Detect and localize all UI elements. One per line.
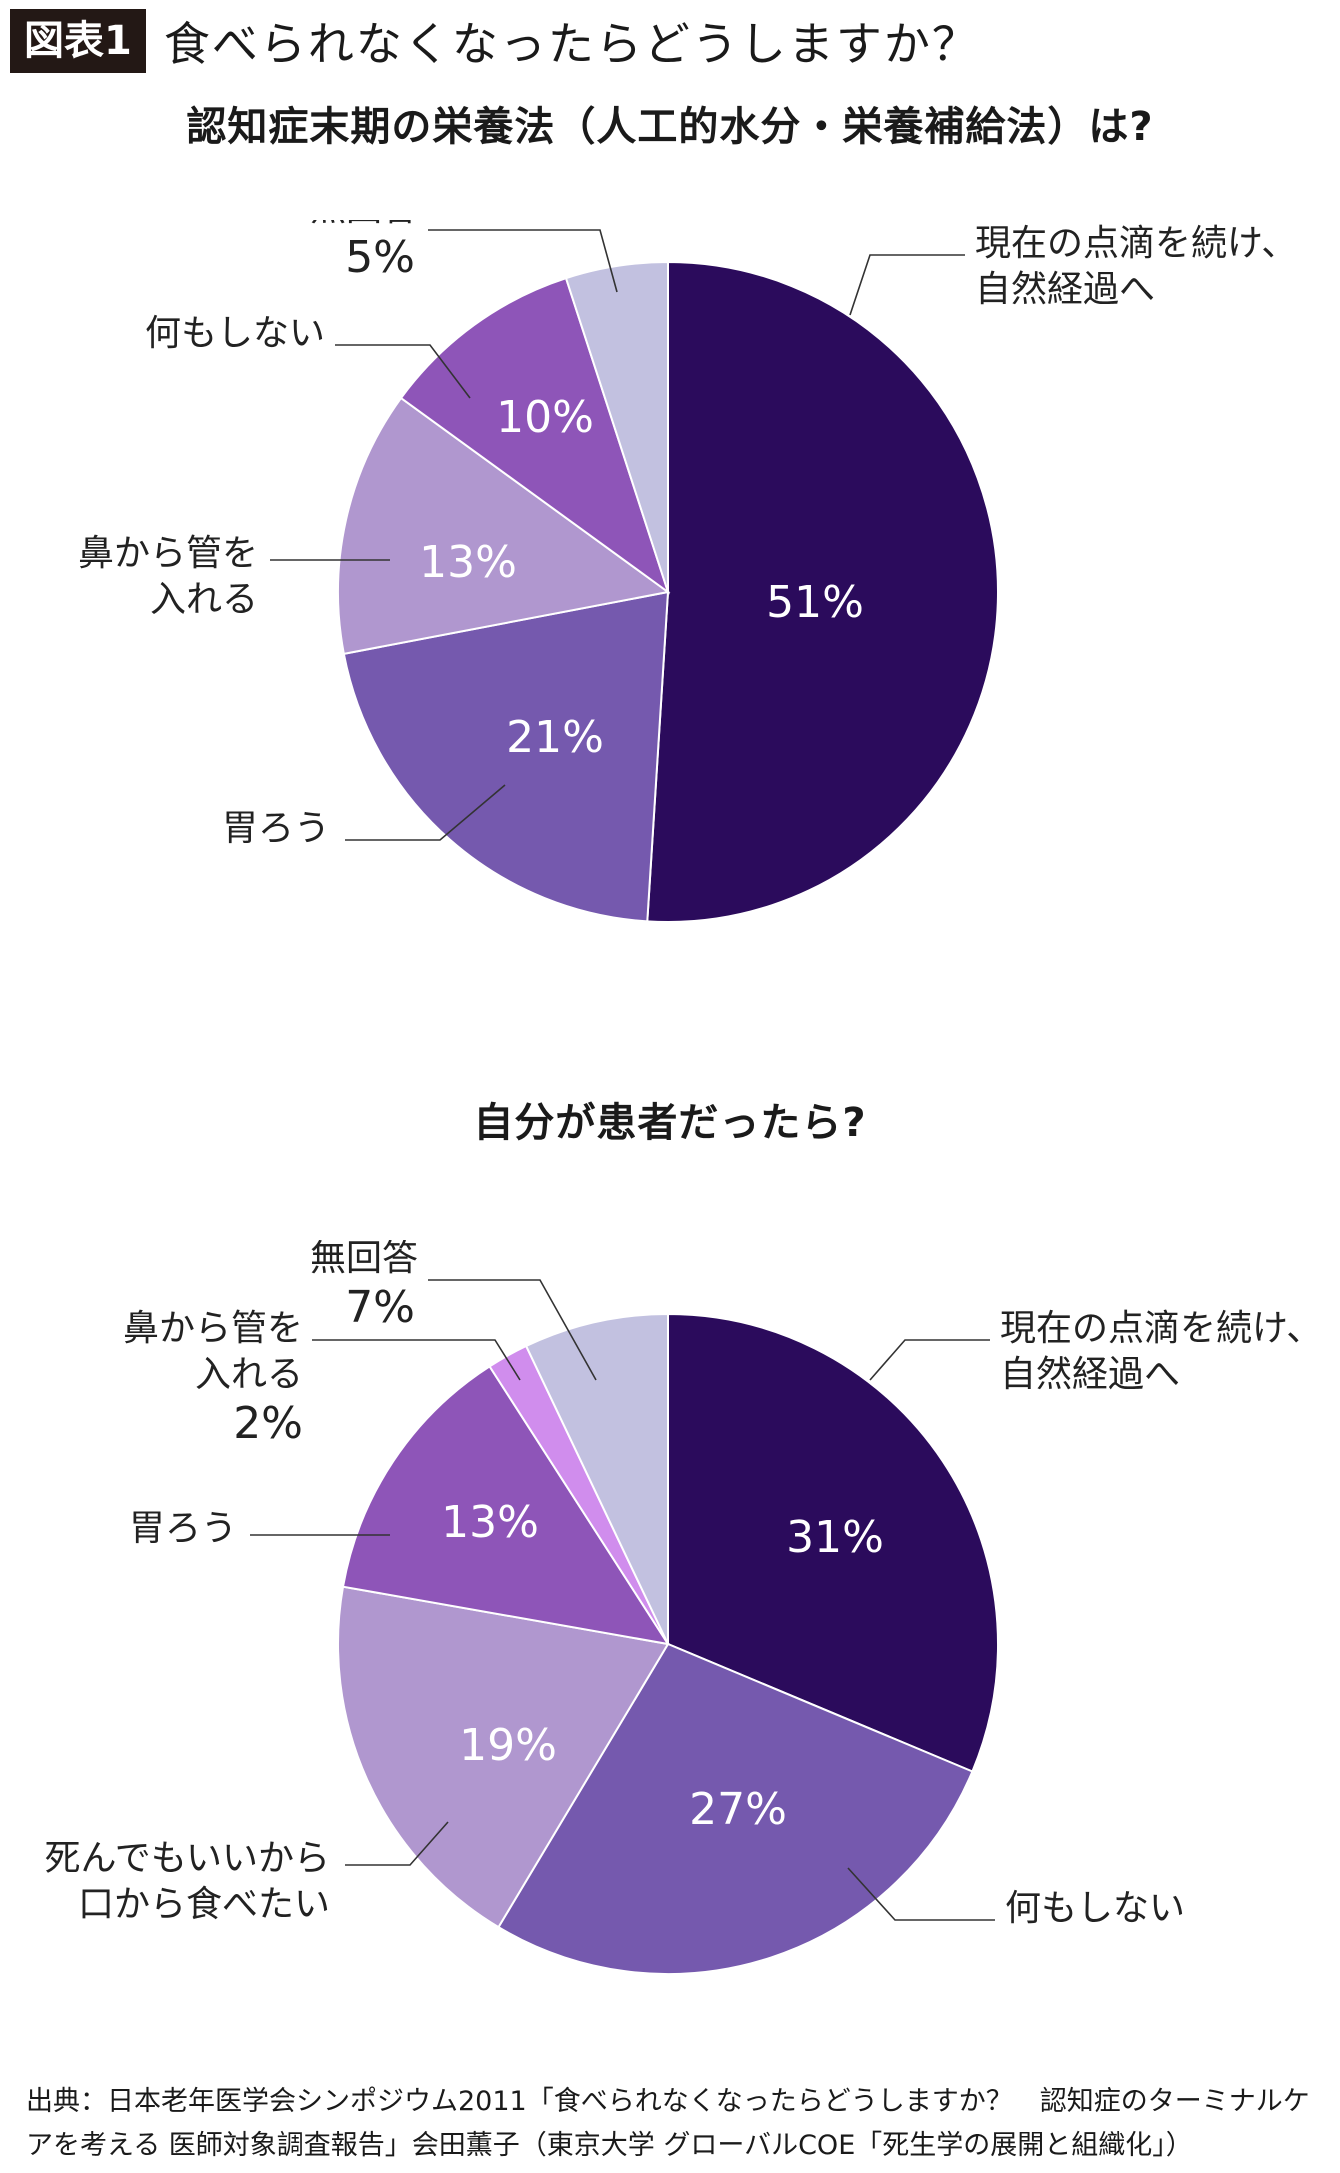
chart2-title: 自分が患者だったら?	[473, 1100, 867, 1146]
figure-badge: 図表1	[10, 9, 146, 73]
chart2-slice-2-value: 19%	[459, 1720, 557, 1771]
chart2-slice-4-label: 鼻から管を入れる 2%	[123, 1308, 303, 1449]
chart1-slice-4-leader	[428, 229, 618, 293]
chart2-slice-1-label: 何もしない	[1005, 1888, 1185, 1929]
chart2-slice-2-label: 死んでもいいから口から食べたい	[45, 1838, 330, 1925]
chart1-slice-3-leader	[335, 344, 471, 399]
chart2-slice-3-value: 13%	[441, 1497, 539, 1548]
chart2-slice-3	[341, 1365, 671, 1646]
chart2-slice-0-leader	[869, 1339, 990, 1381]
chart1-pie: 51% 現在の点滴を続け、自然経過へ 21% 胃ろう 13% 鼻から管を入れる 10% 何もし…	[78, 220, 1297, 923]
source-note: 出典：日本老年医学会シンポジウム2011「食べられなくなったらどうしますか？ 認…	[26, 2086, 1310, 2161]
chart1-slice-1	[342, 590, 670, 923]
chart1-slice-2-label: 鼻から管を入れる	[78, 533, 258, 620]
chart1-slice-1-leader	[345, 784, 506, 841]
chart2-slice-4-leader	[312, 1339, 521, 1381]
chart2-slice-0-value: 31%	[786, 1512, 884, 1563]
chart2-slice-5-leader	[428, 1279, 597, 1381]
chart2-slice-0-label: 現在の点滴を続け、自然経過へ	[1000, 1308, 1322, 1395]
chart1-title: 認知症末期の栄養法（人工的水分・栄養補給法）は?	[186, 104, 1154, 150]
chart2-slice-1-leader	[847, 1867, 995, 1921]
chart1-slice-4-label: 無回答5%	[310, 220, 418, 283]
chart1-slice-3-value: 10%	[496, 392, 594, 443]
chart1-slice-2	[337, 396, 671, 656]
chart1-slice-3-label: 何もしない	[145, 313, 325, 354]
chart2-slice-5-label: 無回答 7%	[310, 1240, 418, 1333]
chart2-slice-2-leader	[345, 1821, 449, 1866]
chart1-slice-0-leader	[849, 254, 965, 316]
chart2-slice-3-label: 胃ろう	[129, 1508, 237, 1549]
chart2-slice-1-value: 27%	[689, 1784, 787, 1835]
chart1-slice-3	[399, 276, 670, 595]
chart1-slice-4	[564, 260, 669, 593]
chart1-slice-2-value: 13%	[419, 537, 517, 588]
chart1-slice-1-value: 21%	[506, 712, 604, 763]
chart1-slice-0-label: 現在の点滴を続け、自然経過へ	[975, 223, 1297, 310]
chart2-slice-5	[524, 1312, 669, 1645]
chart2-slice-1	[497, 1642, 974, 1975]
chart1-slice-0-value: 51%	[766, 577, 864, 628]
chart2-pie: 31% 現在の点滴を続け、自然経過へ 27% 何もしない 19% 死んでもいいから口から食…	[45, 1240, 1322, 1975]
chart2-slice-2	[337, 1585, 670, 1929]
figure-header: 図表1 食べられなくなったらどうしますか？	[10, 8, 980, 74]
chart1-slice-0	[646, 260, 999, 923]
chart2-slice-0	[667, 1312, 999, 1773]
figure-title: 食べられなくなったらどうしますか？	[163, 17, 980, 71]
chart1-slice-1-label: 胃ろう	[222, 808, 330, 849]
